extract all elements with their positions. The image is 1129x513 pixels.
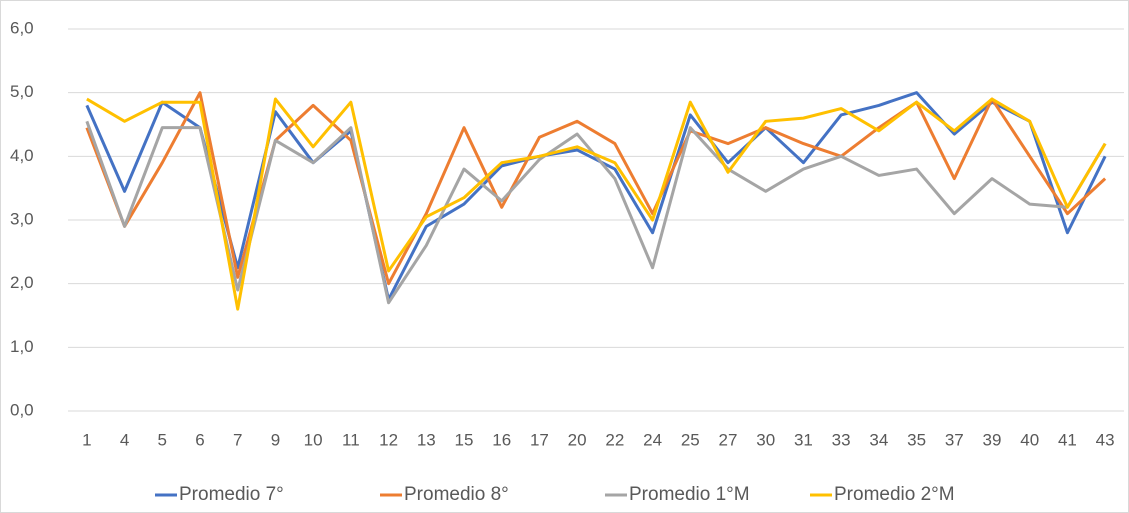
x-tick-label: 12: [379, 430, 398, 449]
y-tick-label: 5,0: [10, 82, 34, 101]
x-tick-label: 25: [681, 430, 700, 449]
y-tick-label: 4,0: [10, 146, 34, 165]
x-tick-label: 31: [794, 430, 813, 449]
x-tick-label: 15: [455, 430, 474, 449]
y-tick-label: 0,0: [10, 400, 34, 419]
legend-label: Promedio 2°M: [834, 484, 955, 505]
x-tick-label: 34: [869, 430, 888, 449]
x-tick-label: 24: [643, 430, 662, 449]
x-tick-label: 13: [417, 430, 436, 449]
x-tick-label: 20: [568, 430, 587, 449]
x-tick-label: 4: [120, 430, 129, 449]
series-line: [85, 91, 1107, 302]
y-tick-label: 6,0: [10, 18, 34, 37]
x-tick-label: 39: [983, 430, 1002, 449]
x-tick-label: 1: [82, 430, 91, 449]
x-tick-label: 5: [158, 430, 167, 449]
x-tick-label: 11: [342, 430, 360, 449]
x-tick-label: 43: [1096, 430, 1115, 449]
x-tick-label: 33: [832, 430, 851, 449]
series-line: [86, 97, 1107, 311]
x-tick-label: 17: [530, 430, 549, 449]
legend-label: Promedio 7°: [179, 484, 284, 505]
y-tick-label: 3,0: [10, 209, 34, 228]
x-tick-label: 37: [945, 430, 964, 449]
x-tick-label: 40: [1020, 430, 1039, 449]
y-tick-label: 2,0: [10, 273, 34, 292]
y-tick-label: 1,0: [10, 337, 34, 356]
x-tick-label: 35: [907, 430, 926, 449]
x-tick-label: 16: [492, 430, 511, 449]
x-tick-label: 10: [304, 430, 323, 449]
x-tick-label: 30: [756, 430, 775, 449]
legend-label: Promedio 8°: [404, 484, 509, 505]
x-tick-label: 6: [195, 430, 204, 449]
x-tick-label: 27: [719, 430, 738, 449]
x-tick-label: 7: [233, 430, 242, 449]
legend-label: Promedio 1°M: [629, 484, 750, 505]
x-tick-label: 41: [1058, 430, 1077, 449]
x-tick-label: 22: [605, 430, 624, 449]
x-tick-label: 9: [271, 430, 280, 449]
